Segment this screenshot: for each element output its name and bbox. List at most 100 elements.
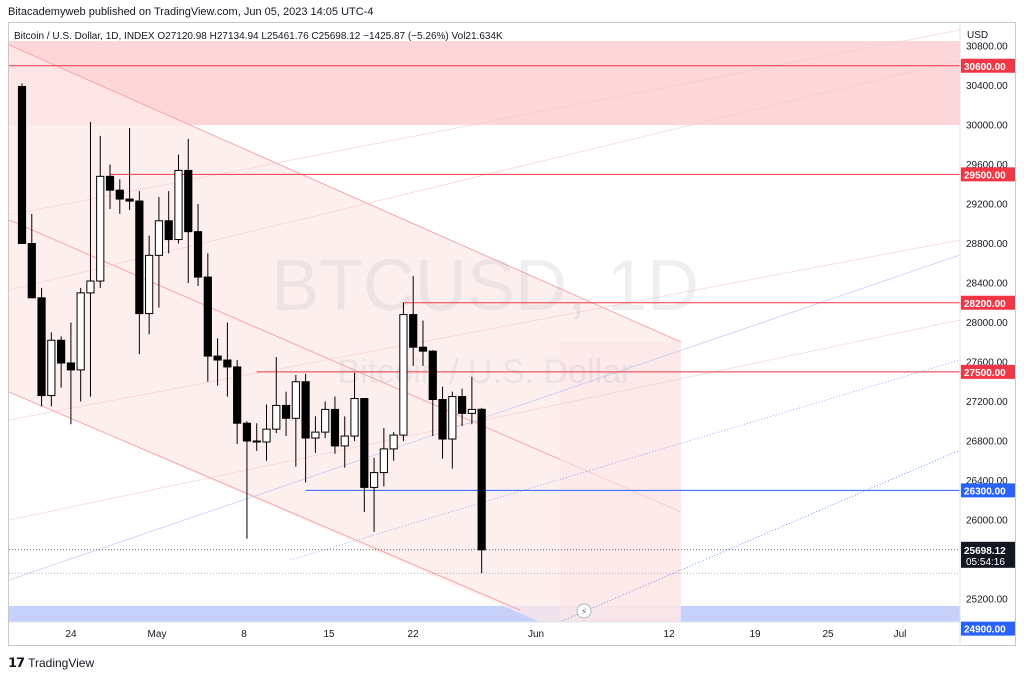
candle-body: [369, 472, 379, 488]
level-badge: [961, 364, 1015, 379]
candle-body: [213, 355, 222, 361]
time-tick-label: 19: [749, 629, 761, 640]
candle-body: [105, 175, 115, 191]
last-price-label: 25698.12: [964, 546, 1006, 557]
time-tick-label: 8: [241, 629, 247, 640]
lightning-icon: ⚡: [580, 607, 587, 618]
time-tick-label: 15: [323, 629, 335, 640]
candle-body: [438, 399, 447, 440]
price-tick-label: 30400.00: [966, 81, 1008, 92]
countdown-label: 05:54:16: [966, 557, 1005, 568]
tradingview-brand: TradingView: [28, 656, 95, 670]
chart-frame[interactable]: [8, 22, 1016, 646]
candle-body: [340, 435, 349, 447]
time-tick-label: May: [148, 629, 167, 640]
candle-body: [350, 398, 359, 437]
candle-body: [27, 243, 36, 299]
candle-body: [252, 440, 261, 443]
time-tick-label: 12: [663, 629, 675, 640]
dividend-event-icon: [576, 603, 592, 619]
trend-line-blue-upper: [289, 359, 960, 561]
ohlc-legend: Bitcoin / U.S. Dollar, 1D, INDEX O27120.…: [14, 31, 503, 42]
price-tick-label: 27200.00: [966, 397, 1008, 408]
price-tick-label: 30000.00: [966, 121, 1008, 132]
level-badge: [961, 295, 1015, 310]
candle-body: [360, 398, 369, 488]
last-price-badge: [961, 541, 1015, 568]
level-badge-label: 27500.00: [964, 368, 1006, 379]
candle-body: [311, 431, 320, 439]
candle-body: [418, 346, 428, 352]
candle-body: [135, 200, 144, 315]
candle-body: [467, 408, 476, 414]
candle-body: [458, 396, 467, 414]
candle-body: [477, 408, 486, 551]
candle-body: [233, 366, 242, 424]
candle-body: [17, 85, 27, 244]
price-tick-label: 28000.00: [966, 318, 1008, 329]
candle-body: [37, 297, 46, 397]
time-tick-label: 22: [407, 629, 419, 640]
candle-body: [115, 189, 124, 200]
candle-body: [262, 428, 271, 443]
fan-line-red-1: [9, 59, 960, 291]
tradingview-logo[interactable]: 𝟭𝟳 TradingView: [8, 655, 94, 671]
candle-body: [76, 292, 85, 371]
price-tick-label: 26000.00: [966, 516, 1008, 527]
level-badge: [961, 483, 1015, 498]
candle-body: [428, 350, 437, 401]
candle-body: [301, 381, 310, 439]
candle-body: [125, 198, 134, 202]
price-tick-label: 25200.00: [966, 595, 1008, 606]
candle-body: [223, 359, 232, 368]
candle-body: [389, 434, 398, 450]
candle-body: [47, 339, 56, 397]
candle-body: [86, 280, 95, 294]
candle-body: [66, 362, 76, 371]
support-zone: [9, 605, 960, 622]
candle-body: [203, 276, 212, 357]
candle-body: [281, 404, 291, 419]
price-tick-label: 29200.00: [966, 200, 1008, 211]
resistance-zone: [9, 41, 960, 125]
projection-box: [560, 342, 681, 622]
candle-body: [164, 220, 173, 241]
candle-body: [379, 448, 388, 474]
candle-body: [174, 169, 183, 241]
price-tick-label: 27600.00: [966, 358, 1008, 369]
level-badge: [961, 58, 1015, 73]
candle-body: [448, 396, 457, 440]
channel-lower-line: [9, 391, 521, 611]
candle-body: [409, 314, 418, 348]
level-badge-label: 24900.00: [964, 625, 1006, 636]
price-tick-label: 26800.00: [966, 437, 1008, 448]
publisher-credit: Bitacademyweb published on TradingView.c…: [8, 6, 374, 18]
level-badge: [961, 167, 1015, 182]
price-tick-label: 29600.00: [966, 160, 1008, 171]
fan-line-red-2: [9, 239, 960, 421]
candle-body: [321, 408, 330, 433]
candle-body: [145, 254, 154, 315]
level-badge-label: 26300.00: [964, 486, 1006, 497]
candle-body: [291, 381, 300, 419]
time-tick-label: 24: [65, 629, 77, 640]
time-tick-label: Jun: [528, 629, 544, 640]
price-tick-label: 26400.00: [966, 476, 1008, 487]
trend-line-blue-lower: [559, 449, 960, 622]
candle-body: [184, 169, 193, 233]
level-badge-label: 30600.00: [964, 62, 1006, 73]
candle-body: [242, 422, 252, 442]
watermark-symbol: BTCUSD, 1D: [271, 246, 699, 326]
price-tick-label: 30800.00: [966, 42, 1008, 53]
level-badge-label: 28200.00: [964, 299, 1006, 310]
tradingview-logo-icon: 𝟭𝟳: [8, 655, 25, 670]
fan-line-red-0: [9, 29, 960, 216]
channel-upper-line: [9, 44, 682, 343]
time-tick-label: Jul: [894, 629, 907, 640]
candle-body: [96, 175, 105, 282]
currency-label[interactable]: USD: [967, 30, 989, 41]
level-badge: [961, 621, 1015, 636]
candle-body: [399, 314, 408, 436]
